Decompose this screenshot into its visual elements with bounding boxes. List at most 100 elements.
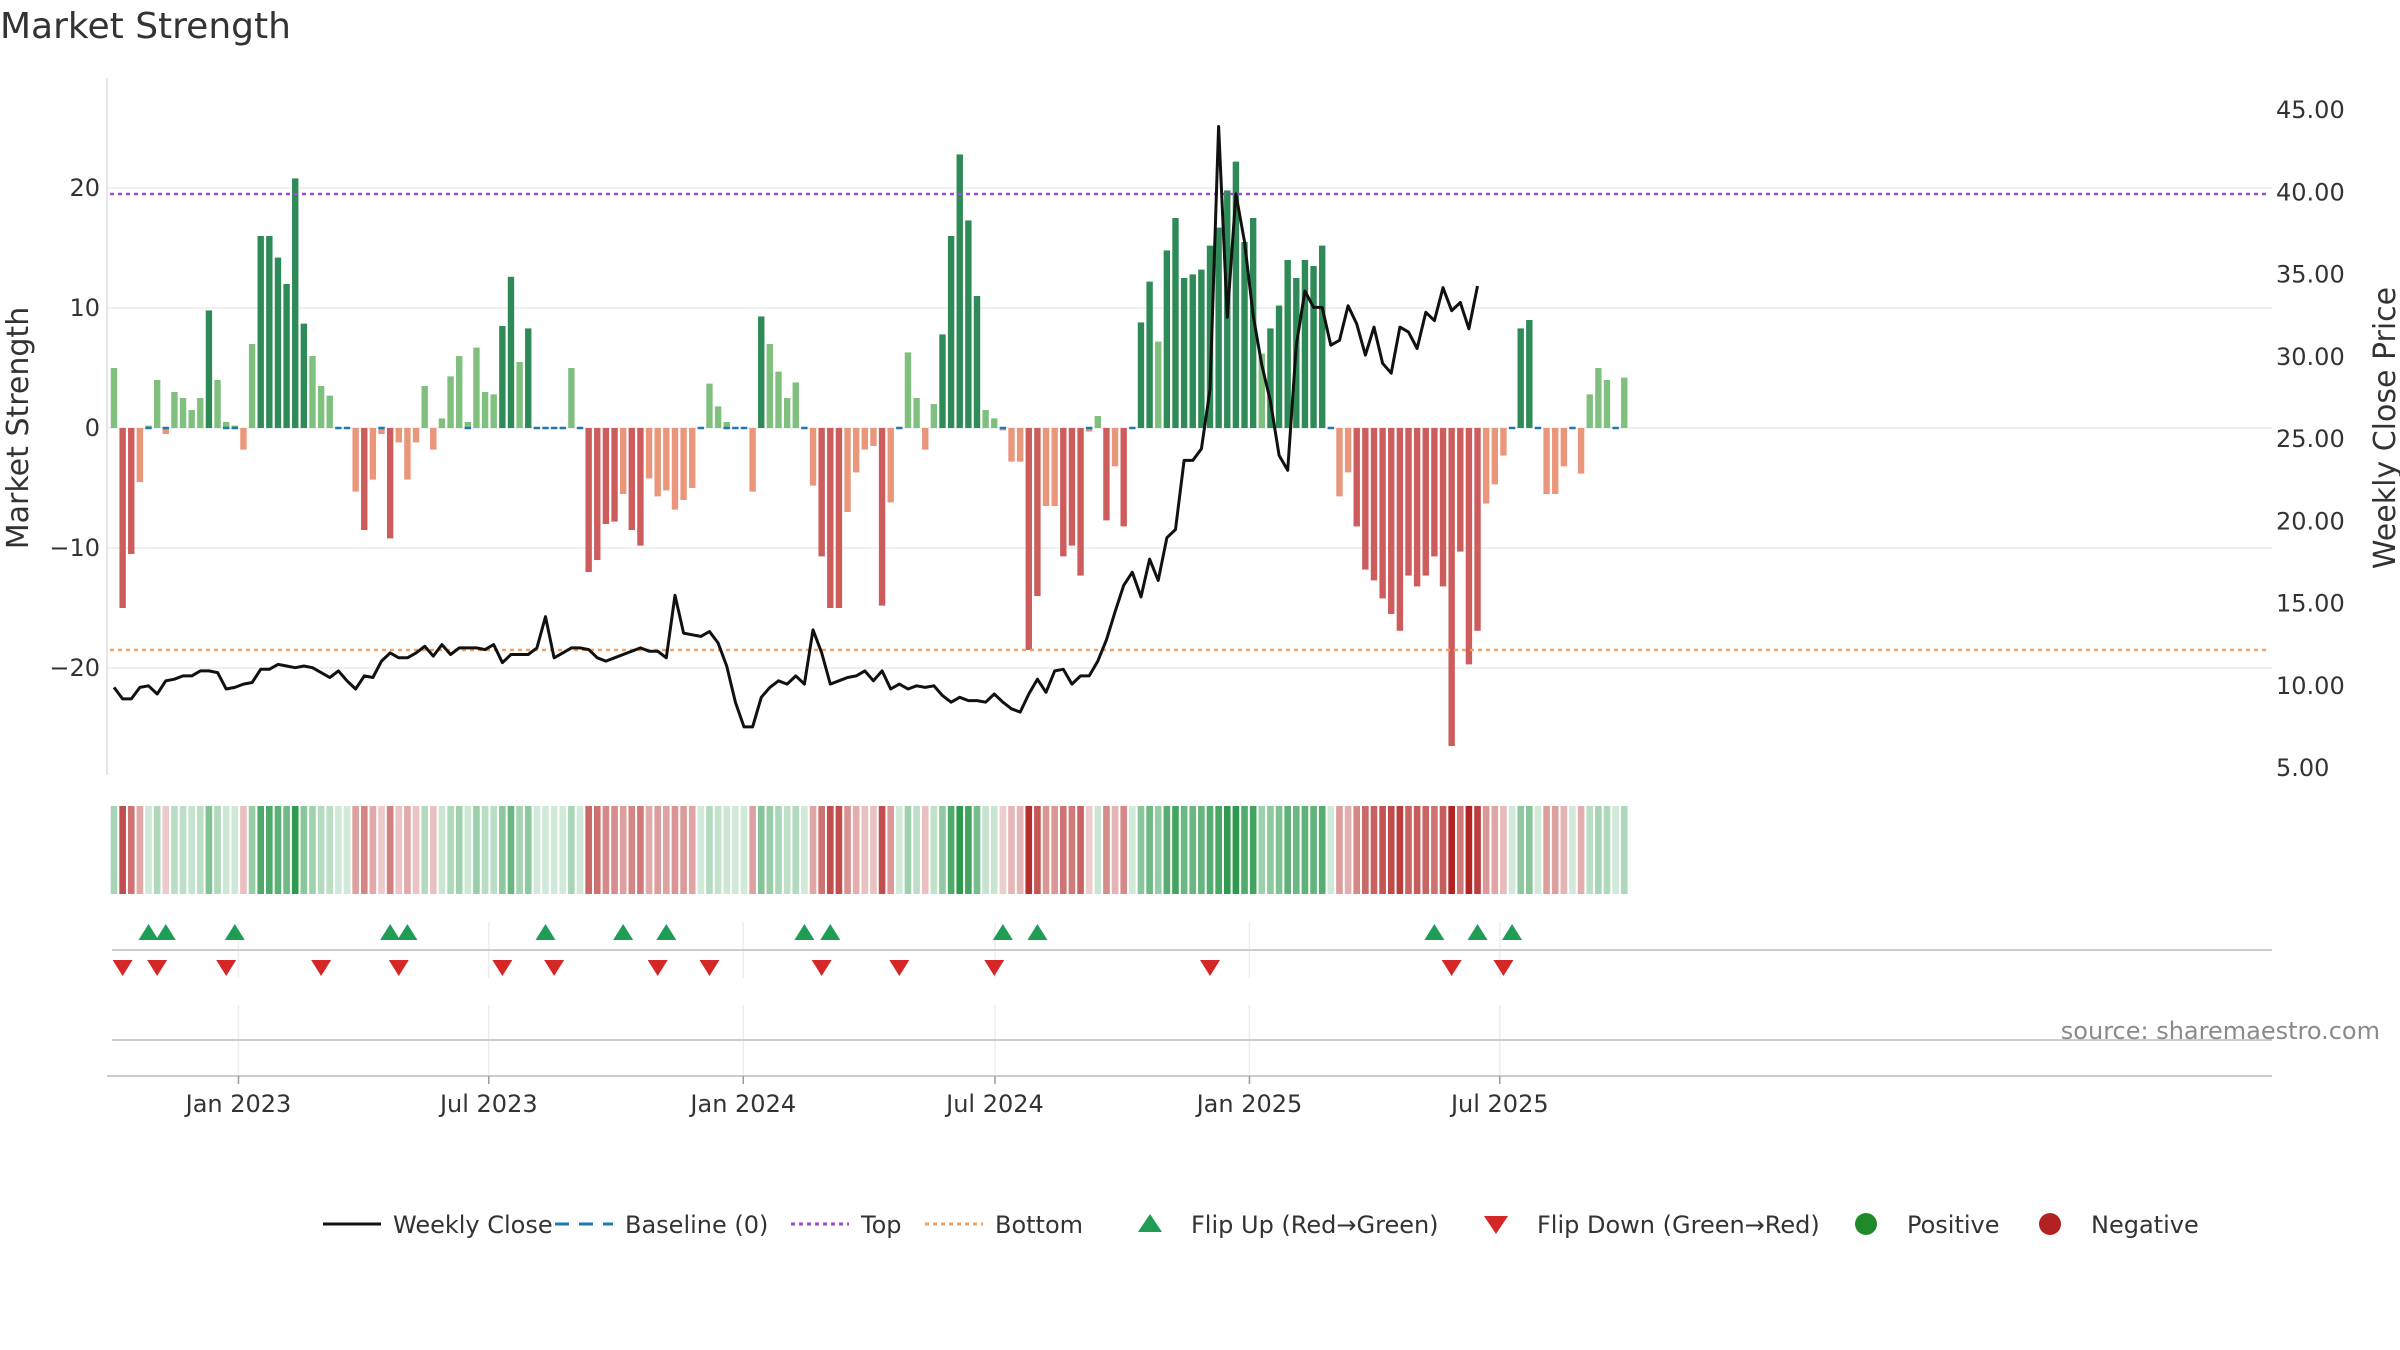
strength-bar [1336,428,1343,497]
strength-bar [1008,428,1015,462]
strength-bar [317,386,325,428]
strip-cell [611,806,618,894]
strength-bar [1275,305,1283,428]
strip-cell [1120,806,1128,894]
strip-cell [473,806,480,894]
strip-cell [196,806,204,894]
strip-cell [878,806,886,894]
strength-bar [507,276,515,428]
strip-cell [412,806,420,894]
strip-cell [637,806,644,894]
strip-cell [283,806,290,894]
strip-cell [1543,806,1550,894]
strip-cell [1465,806,1473,894]
strip-cell [913,806,920,894]
strip-cell [982,806,989,894]
strength-bar [395,428,402,443]
strength-bar [309,356,316,428]
strength-bar [1172,218,1179,428]
strip-cell [1042,806,1050,894]
strip-cell [947,806,955,894]
flip-down-marker [112,960,133,976]
strength-bar [1319,245,1326,428]
strength-heat-strip [110,806,1628,894]
strip-cell [1474,806,1481,894]
strip-cell [1189,806,1197,894]
flip-down-marker [1493,960,1514,976]
strip-cell [1569,806,1576,894]
strength-bar [1206,245,1214,428]
strip-cell [1215,806,1222,894]
legend-down-triangle-icon [1484,1216,1508,1234]
strength-bar [1552,428,1559,494]
strip-cell [1154,806,1162,894]
strength-bar [1603,380,1611,428]
strip-cell [714,806,722,894]
y-tick-label: −20 [49,654,100,682]
strip-cell [1586,806,1594,894]
strip-cell [481,806,489,894]
strength-bar [619,428,627,494]
strength-bar [197,398,204,428]
legend-item: Flip Up (Red→Green) [1138,1211,1439,1239]
strip-cell [1534,806,1542,894]
strip-cell [749,806,756,894]
flip-down-marker [311,960,332,976]
strip-cell [429,806,437,894]
legend-item: Top [791,1211,902,1239]
strip-cell [1059,806,1067,894]
strength-bar [766,344,774,428]
strip-cell [516,806,523,894]
strip-cell [145,806,152,894]
strip-cell [1008,806,1015,894]
strength-bar [973,296,981,428]
strength-bar [1526,320,1533,428]
strip-cell [524,806,532,894]
strength-bar [292,178,299,428]
legend-up-triangle-icon [1138,1214,1162,1232]
strip-cell [576,806,584,894]
strip-cell [559,806,567,894]
source-label: source: sharemaestro.com [2061,1017,2380,1045]
strength-bar [1457,428,1464,552]
strip-cell [1077,806,1084,894]
x-tick-label: Jan 2025 [1195,1090,1303,1118]
strip-cell [395,806,403,894]
strip-cell [1129,806,1136,894]
strength-bar [783,398,791,428]
strength-bar [1379,428,1386,599]
strength-bar [171,392,178,428]
strength-bar [930,404,938,428]
strength-bar [1016,428,1024,462]
strength-bar [386,428,394,539]
strength-bar [300,323,308,428]
strip-cell [1292,806,1300,894]
strength-bar [1577,428,1585,474]
x-tick-labels: Jan 2023 Jul 2023 Jan 2024 Jul 2024 Jan 2025… [184,1076,1549,1118]
flip-down-marker [388,960,409,976]
strength-bar [266,236,273,428]
strength-bar [1396,428,1404,631]
strip-cell [455,806,463,894]
strength-bar [119,428,126,608]
strip-cell [1223,806,1231,894]
strength-bar [1543,428,1550,494]
strip-cell [188,806,195,894]
y-tick-label: 0 [85,414,100,442]
strength-bar [136,428,144,482]
strip-cell [775,806,782,894]
strip-cell [844,806,851,894]
flip-up-marker [380,924,401,940]
flip-down-marker [984,960,1005,976]
y2-tick-label: 25.00 [2276,425,2345,453]
legend-item: Weekly Close [323,1211,553,1239]
strength-bar [1370,428,1378,581]
strength-bar [430,428,437,450]
strip-cell [1482,806,1490,894]
strength-bar [516,362,523,428]
strip-cell [300,806,308,894]
strip-cell [826,806,834,894]
strength-bar [568,368,575,428]
y2-tick-label: 45.00 [2276,96,2345,124]
bottom-panel: source: sharemaestro.com Jan 2023 Jul 202… [107,1005,2380,1118]
